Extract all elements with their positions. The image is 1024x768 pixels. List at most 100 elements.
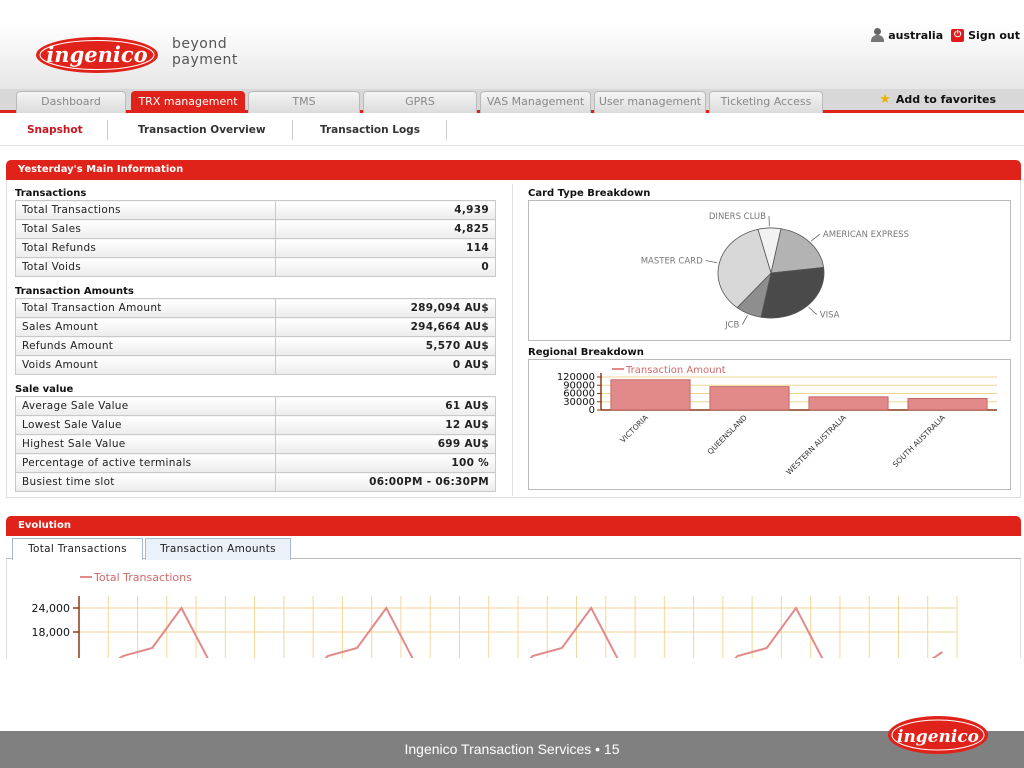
x-tick-label: WESTERN AUSTRALIA: [784, 412, 848, 476]
subnav-divider: [446, 120, 447, 140]
row-label: Voids Amount: [15, 355, 276, 375]
main-info-panel: [6, 180, 1021, 498]
amounts-table: Total Transaction Amount 289,094 AU$ Sale…: [15, 298, 496, 375]
tab-gprs[interactable]: GPRS: [363, 91, 477, 113]
amounts-title: Transaction Amounts: [15, 286, 134, 297]
sale-value-title: Sale value: [15, 384, 74, 395]
row-value: 12 AU$: [275, 415, 496, 435]
series-line: [118, 606, 943, 658]
svg-text:ingenico: ingenico: [46, 42, 147, 67]
row-value: 100 %: [275, 453, 496, 473]
regional-chart-box: 120000 90000 60000 30000 0 VICTORIA QUEENSLAND…: [528, 359, 1011, 490]
footer-text: Ingenico Transaction Services • 15: [404, 741, 620, 757]
row-value: 5,570 AU$: [275, 336, 496, 356]
tab-tms[interactable]: TMS: [248, 91, 360, 113]
pie-slice: [770, 228, 825, 274]
bar: [610, 379, 691, 411]
row-value: 4,825: [275, 219, 496, 239]
subnav: Snapshot Transaction Overview Transactio…: [0, 116, 1024, 146]
table-row: Highest Sale Value 699 AU$: [15, 434, 496, 454]
pie-leader-line: [808, 306, 818, 315]
table-row: Total Transaction Amount 289,094 AU$: [15, 298, 496, 318]
bar: [907, 398, 988, 411]
pie-slice-label: AMERICAN EXPRESS: [823, 230, 909, 240]
tab-transaction-amounts[interactable]: Transaction Amounts: [145, 538, 291, 560]
star-icon: ★: [879, 92, 891, 107]
pie-slice-label: JCB: [724, 320, 739, 330]
tab-vas-management[interactable]: VAS Management: [480, 91, 591, 113]
y-tick-label: 18,000: [32, 626, 71, 639]
evolution-chart: 24,000 18,000 Total Transactions: [6, 559, 1021, 658]
row-label: Total Voids: [15, 257, 276, 277]
main-info-header: Yesterday's Main Information: [6, 160, 1021, 180]
svg-text:ingenico: ingenico: [897, 727, 979, 747]
table-row: Total Transactions 4,939: [15, 200, 496, 220]
y-tick-label: 90000: [563, 380, 595, 391]
bar: [709, 386, 790, 411]
row-label: Refunds Amount: [15, 336, 276, 356]
table-row: Total Sales 4,825: [15, 219, 496, 239]
app-window: ingenico beyond payment australia ⏻ Sign…: [0, 24, 1024, 658]
card-type-pie-chart: DINERS CLUB AMERICAN EXPRESS VISA JCB MASTER…: [641, 212, 909, 330]
row-label: Sales Amount: [15, 317, 276, 337]
subnav-snapshot[interactable]: Snapshot: [27, 124, 83, 136]
y-tick-label: 60000: [563, 389, 595, 400]
pie-slice: [760, 266, 825, 319]
row-value: 289,094 AU$: [275, 298, 496, 318]
user-name: australia: [888, 28, 944, 42]
tab-trx-management[interactable]: TRX management: [131, 91, 245, 113]
evolution-header: Evolution: [6, 516, 1021, 536]
legend-label: Transaction Amount: [625, 365, 726, 376]
column-divider: [512, 184, 513, 496]
table-row: Lowest Sale Value 12 AU$: [15, 415, 496, 435]
tab-dashboard[interactable]: Dashboard: [16, 91, 126, 113]
table-row: Sales Amount 294,664 AU$: [15, 317, 496, 337]
card-type-title: Card Type Breakdown: [528, 188, 651, 199]
subnav-divider: [107, 120, 108, 140]
transactions-table: Total Transactions 4,939 Total Sales 4,825…: [15, 200, 496, 277]
header: ingenico beyond payment australia ⏻ Sign…: [0, 24, 1024, 89]
main-tabbar: Dashboard TRX management TMS GPRS VAS Ma…: [0, 89, 1024, 113]
transactions-title: Transactions: [15, 188, 87, 199]
tagline-line2: payment: [172, 52, 238, 68]
row-value: 4,939: [275, 200, 496, 220]
user-box: australia ⏻ Sign out: [870, 28, 1020, 42]
signout-link[interactable]: Sign out: [968, 28, 1020, 42]
y-tick-label: 0: [589, 405, 595, 416]
row-value: 114: [275, 238, 496, 258]
row-label: Highest Sale Value: [15, 434, 276, 454]
row-label: Total Transaction Amount: [15, 298, 276, 318]
tab-ticketing-access[interactable]: Ticketing Access: [709, 91, 823, 113]
row-label: Average Sale Value: [15, 396, 276, 416]
pie-leader-line: [705, 260, 718, 264]
pie-leader-line: [810, 233, 821, 242]
subnav-transaction-logs[interactable]: Transaction Logs: [320, 124, 420, 136]
row-value: 0 AU$: [275, 355, 496, 375]
regional-title: Regional Breakdown: [528, 347, 644, 358]
power-icon[interactable]: ⏻: [951, 28, 965, 42]
user-icon: [870, 28, 885, 42]
y-tick-label: 24,000: [32, 602, 71, 615]
pie-leader-line: [742, 315, 748, 325]
table-row: Total Voids 0: [15, 257, 496, 277]
y-tick-label: 30000: [563, 397, 595, 408]
table-row: Percentage of active terminals 100 %: [15, 453, 496, 473]
footer-ingenico-logo: ingenico: [888, 716, 988, 754]
legend-label: Total Transactions: [93, 571, 192, 584]
row-value: 06:00PM - 06:30PM: [275, 472, 496, 492]
pie-slice-label: VISA: [820, 311, 840, 321]
row-label: Total Refunds: [15, 238, 276, 258]
table-row: Refunds Amount 5,570 AU$: [15, 336, 496, 356]
row-label: Lowest Sale Value: [15, 415, 276, 435]
tagline: beyond payment: [172, 36, 238, 68]
subnav-transaction-overview[interactable]: Transaction Overview: [138, 124, 266, 136]
row-value: 0: [275, 257, 496, 277]
tab-user-management[interactable]: User management: [594, 91, 706, 113]
ingenico-logo: ingenico: [36, 37, 158, 73]
tab-total-transactions[interactable]: Total Transactions: [12, 538, 143, 560]
row-label: Percentage of active terminals: [15, 453, 276, 473]
x-tick-label: VICTORIA: [618, 412, 650, 444]
x-tick-label: SOUTH AUSTRALIA: [891, 412, 948, 469]
add-to-favorites-link[interactable]: ★ Add to favorites: [879, 92, 996, 107]
y-tick-label: 120000: [557, 372, 595, 383]
